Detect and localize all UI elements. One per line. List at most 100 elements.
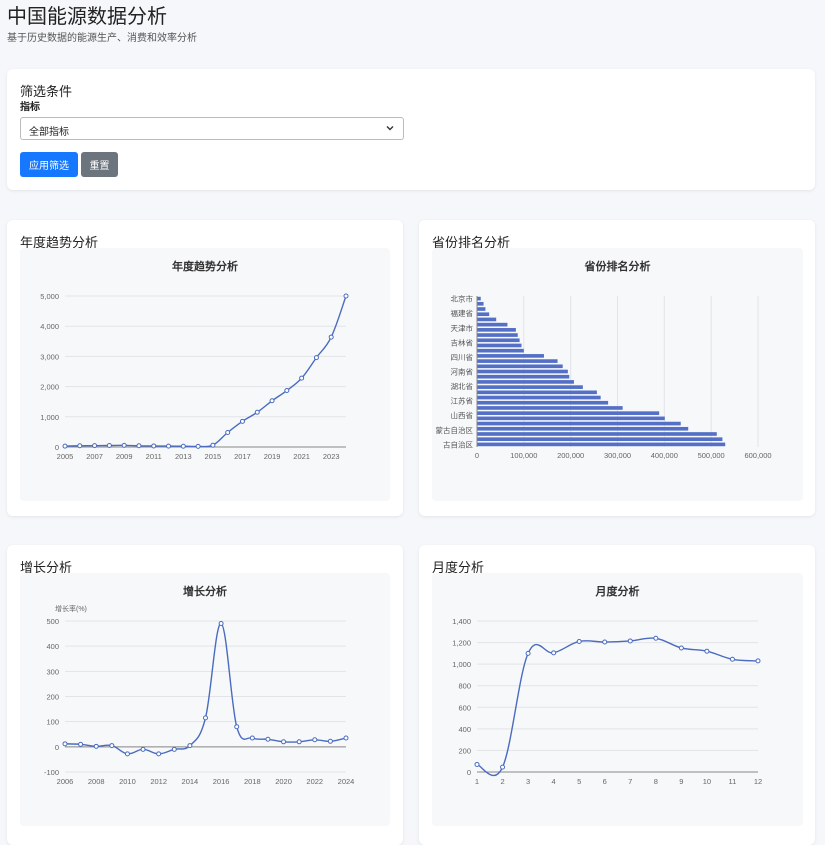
x-tick-label: 500,000 bbox=[698, 451, 725, 460]
bar bbox=[477, 426, 689, 431]
y-tick-label: 1,000 bbox=[40, 413, 59, 422]
data-point bbox=[265, 736, 271, 742]
chart-title: 月度分析 bbox=[595, 584, 640, 598]
data-point bbox=[239, 418, 245, 424]
indicator-select[interactable]: 全部指标 bbox=[20, 117, 404, 140]
bar bbox=[477, 296, 481, 301]
growth-chart: 增长分析 -100 0 100 200 300 400 500 2006 2008 2010 2012… bbox=[20, 573, 390, 826]
x-tick-label: 6 bbox=[603, 777, 607, 786]
bar bbox=[477, 385, 583, 389]
y-tick-label: 0 bbox=[55, 743, 59, 752]
bar bbox=[477, 442, 726, 447]
y-tick-label: 4,000 bbox=[40, 322, 59, 331]
x-tick-label: 2010 bbox=[119, 777, 136, 786]
data-point bbox=[284, 388, 290, 394]
x-tick-label: 5 bbox=[577, 777, 581, 786]
y-tick-label: 1,200 bbox=[452, 639, 471, 648]
y-tick-label: 100 bbox=[46, 718, 59, 727]
x-tick-label: 2013 bbox=[175, 452, 192, 461]
province-ranking-card: 省份排名分析 省份排名分析 0 100,000 200,000 300,000 400,0… bbox=[419, 220, 815, 516]
y-tick-label: 福建省 bbox=[451, 308, 474, 318]
x-tick-label: 8 bbox=[654, 777, 658, 786]
x-tick-label: 2020 bbox=[275, 777, 292, 786]
x-tick-label: 2019 bbox=[264, 452, 281, 461]
data-point bbox=[296, 739, 302, 745]
x-tick-label: 2007 bbox=[86, 452, 103, 461]
bar bbox=[477, 395, 601, 400]
x-tick-label: 2024 bbox=[338, 777, 355, 786]
data-point bbox=[92, 443, 98, 449]
data-point bbox=[343, 735, 349, 741]
data-point bbox=[327, 738, 333, 744]
data-point bbox=[328, 334, 334, 340]
bar bbox=[477, 432, 717, 436]
y-tick-label: 湖北省 bbox=[451, 381, 474, 391]
x-tick-label: 3 bbox=[526, 777, 530, 786]
y-tick-label: 500 bbox=[46, 617, 59, 626]
data-point bbox=[166, 443, 172, 449]
data-point bbox=[551, 650, 557, 656]
monthly-card-title: 月度分析 bbox=[432, 561, 485, 576]
data-point bbox=[218, 621, 224, 627]
bar bbox=[477, 307, 486, 311]
data-point bbox=[627, 638, 633, 644]
data-point bbox=[343, 293, 349, 299]
data-point bbox=[62, 443, 68, 449]
province-ranking-chart: 省份排名分析 0 100,000 200,000 300,000 400,000 500,0… bbox=[432, 248, 803, 501]
bar bbox=[477, 317, 497, 322]
data-point bbox=[187, 743, 193, 749]
series-line bbox=[64, 622, 347, 755]
x-tick-label: 2023 bbox=[323, 452, 340, 461]
series-line bbox=[64, 295, 347, 448]
x-tick-label: 11 bbox=[729, 777, 737, 786]
growth-svg: 增长分析 -100 0 100 200 300 400 500 2006 2008 2010 2012… bbox=[44, 584, 355, 786]
x-tick-label: 9 bbox=[679, 777, 683, 786]
bar bbox=[477, 400, 609, 405]
x-tick-label: 2012 bbox=[150, 777, 167, 786]
x-tick-label: 2 bbox=[500, 777, 504, 786]
bar bbox=[477, 312, 490, 317]
apply-filter-button[interactable]: 应用筛选 bbox=[20, 152, 78, 177]
x-tick-label: 2021 bbox=[293, 452, 310, 461]
y-tick-label: 400 bbox=[46, 642, 59, 651]
data-point bbox=[180, 443, 186, 449]
bar bbox=[477, 333, 518, 337]
data-point bbox=[203, 715, 208, 721]
bar bbox=[477, 390, 597, 395]
y-tick-label: 3,000 bbox=[40, 352, 59, 361]
y-tick-label: 0 bbox=[467, 768, 471, 777]
monthly-card: 月度分析 月度分析 0 200 400 600 800 1,000 1,200 1,400 1 2 3… bbox=[419, 545, 815, 845]
data-point bbox=[281, 739, 287, 745]
bar bbox=[477, 411, 660, 415]
reset-button[interactable]: 重置 bbox=[81, 152, 118, 177]
x-tick-label: 7 bbox=[628, 777, 632, 786]
x-tick-label: 400,000 bbox=[651, 451, 678, 460]
x-tick-label: 2022 bbox=[306, 777, 323, 786]
data-point bbox=[62, 741, 68, 747]
data-point bbox=[78, 741, 84, 747]
chart-title: 年度趋势分析 bbox=[172, 259, 238, 273]
x-tick-label: 1 bbox=[475, 777, 479, 786]
y-tick-label: 800 bbox=[458, 682, 471, 691]
y-tick-label: 山西省 bbox=[451, 410, 474, 420]
bar bbox=[477, 359, 558, 363]
data-point bbox=[474, 761, 480, 767]
data-point bbox=[704, 648, 710, 654]
bar bbox=[477, 354, 544, 358]
x-tick-label: 10 bbox=[703, 777, 711, 786]
data-point bbox=[525, 650, 531, 656]
x-tick-label: 2008 bbox=[88, 777, 105, 786]
bar bbox=[477, 421, 681, 426]
page-subtitle: 基于历史数据的能源生产、消费和效率分析 bbox=[7, 33, 197, 44]
annual-trend-card: 年度趋势分析 年度趋势分析 0 1,000 2,000 3,000 4,000 5,000 2… bbox=[7, 220, 403, 516]
x-tick-label: 4 bbox=[552, 777, 556, 786]
data-point bbox=[755, 658, 761, 664]
indicator-label: 指标 bbox=[20, 102, 40, 113]
bar bbox=[477, 406, 623, 410]
bar bbox=[477, 322, 508, 327]
y-tick-label: -100 bbox=[44, 768, 59, 777]
data-point bbox=[77, 443, 83, 449]
bar bbox=[477, 338, 520, 343]
y-tick-label: 四川省 bbox=[451, 352, 474, 362]
data-point bbox=[254, 409, 260, 415]
